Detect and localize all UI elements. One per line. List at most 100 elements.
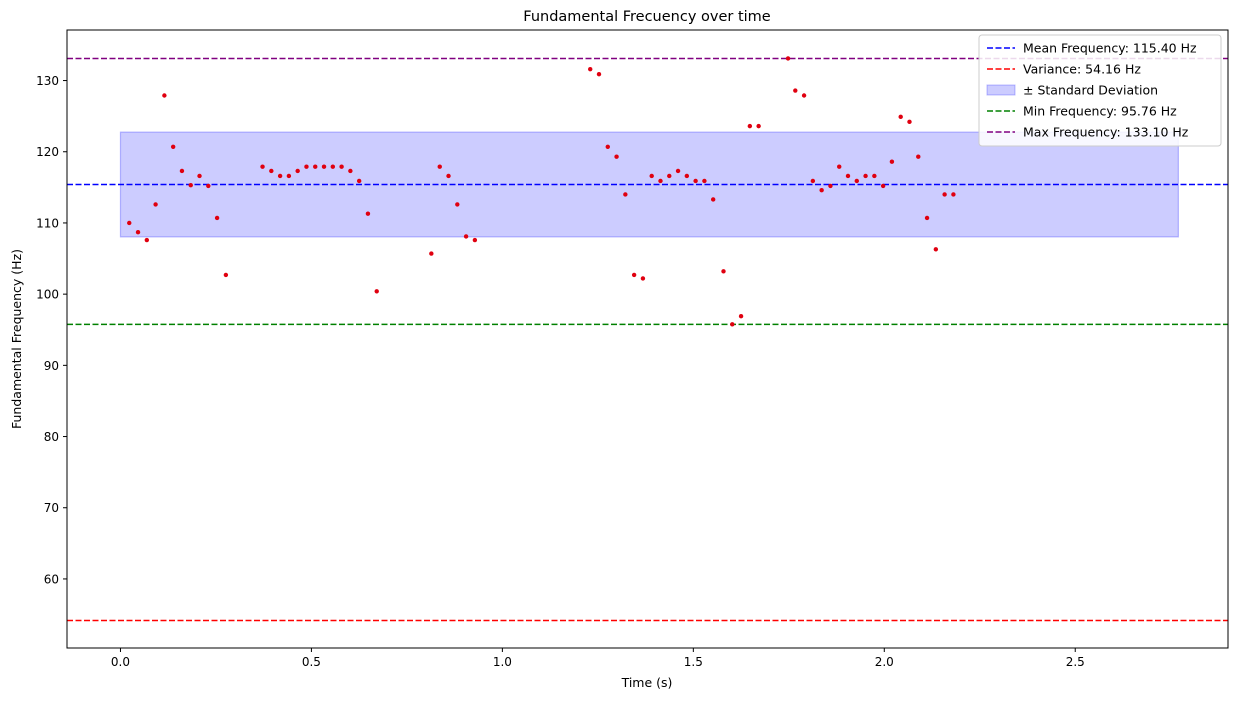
data-point-22: [348, 168, 353, 174]
data-point-41: [667, 173, 672, 179]
data-point-13: [269, 168, 274, 174]
legend-label-3: Min Frequency: 95.76 Hz: [1023, 104, 1177, 119]
data-point-42: [675, 168, 681, 174]
data-point-5: [170, 144, 176, 149]
y-tick-label-5: 110: [36, 216, 59, 230]
legend-label-1: Variance: 54.16 Hz: [1023, 62, 1141, 77]
x-tick-label-3: 1.5: [684, 655, 703, 669]
y-tick-label-1: 70: [44, 501, 59, 515]
data-point-15: [286, 173, 292, 179]
data-point-29: [455, 202, 460, 207]
data-point-53: [793, 88, 798, 93]
data-point-60: [854, 178, 859, 184]
data-point-28: [446, 173, 451, 179]
data-point-8: [197, 173, 202, 179]
data-point-67: [916, 154, 921, 159]
data-point-1: [135, 230, 141, 235]
data-point-40: [658, 178, 663, 184]
legend-label-2: ± Standard Deviation: [1023, 83, 1158, 98]
data-point-16: [295, 168, 300, 174]
data-point-26: [429, 251, 434, 256]
data-point-32: [588, 66, 593, 72]
y-tick-label-3: 90: [44, 359, 59, 373]
data-point-3: [153, 202, 158, 207]
data-point-52: [785, 56, 791, 61]
legend-label-0: Mean Frequency: 115.40 Hz: [1023, 41, 1197, 56]
x-axis-label: Time (s): [621, 675, 673, 690]
x-tick-label-0: 0.0: [111, 655, 130, 669]
data-point-34: [605, 144, 610, 149]
data-point-50: [747, 123, 753, 129]
data-point-2: [144, 237, 150, 243]
y-tick-label-2: 80: [44, 430, 59, 444]
data-point-0: [127, 220, 132, 226]
data-point-23: [356, 178, 362, 184]
data-point-57: [828, 183, 833, 189]
data-point-51: [756, 123, 761, 129]
data-point-33: [596, 71, 602, 77]
data-point-12: [260, 164, 265, 169]
data-point-66: [907, 119, 912, 125]
data-point-35: [614, 154, 619, 159]
data-point-48: [730, 322, 735, 327]
data-point-69: [933, 247, 939, 252]
data-point-19: [321, 164, 327, 169]
data-point-64: [889, 159, 895, 164]
data-point-71: [951, 192, 956, 197]
data-point-68: [924, 215, 930, 221]
data-point-9: [206, 183, 211, 189]
data-point-37: [631, 272, 637, 278]
data-point-44: [693, 178, 698, 184]
data-point-47: [721, 269, 726, 274]
data-point-21: [339, 164, 344, 169]
data-point-43: [684, 173, 690, 179]
y-tick-label-4: 100: [36, 288, 59, 302]
data-point-62: [872, 173, 877, 179]
data-point-46: [710, 197, 716, 202]
x-tick-label-1: 0.5: [302, 655, 321, 669]
data-point-63: [880, 183, 886, 189]
plot-area: [67, 56, 1228, 622]
data-point-10: [214, 215, 220, 221]
y-tick-label-0: 60: [44, 572, 59, 586]
data-point-20: [330, 164, 336, 169]
data-point-39: [649, 173, 654, 179]
data-point-38: [640, 276, 646, 281]
x-tick-label-5: 2.5: [1066, 655, 1085, 669]
data-point-14: [277, 173, 283, 179]
data-point-24: [365, 211, 371, 216]
data-point-58: [837, 164, 842, 169]
legend-box: [978, 34, 1222, 147]
data-point-54: [801, 93, 807, 98]
data-point-6: [179, 168, 185, 174]
data-point-27: [437, 164, 442, 169]
legend-label-4: Max Frequency: 133.10 Hz: [1023, 125, 1189, 140]
data-point-17: [304, 164, 309, 169]
data-point-31: [472, 237, 478, 243]
data-point-25: [374, 289, 379, 294]
data-point-61: [863, 173, 868, 179]
data-point-7: [188, 183, 193, 188]
data-point-18: [313, 164, 318, 169]
x-tick-label-2: 1.0: [493, 655, 512, 669]
axes: 0.0 0.5 1.0 1.5 2.0 2.5 60 70 80 90 100 110 120 130: [36, 29, 1229, 669]
data-point-70: [942, 192, 947, 197]
legend: Mean Frequency: 115.40 Hz Variance: 54.16…: [978, 34, 1222, 147]
chart-title: Fundamental Frecuency over time: [523, 9, 771, 25]
data-point-4: [162, 93, 167, 98]
x-tick-label-4: 2.0: [875, 655, 894, 669]
data-point-45: [702, 178, 707, 184]
data-point-59: [845, 173, 851, 179]
data-point-36: [623, 192, 628, 197]
data-point-56: [819, 187, 824, 193]
data-point-49: [738, 314, 744, 319]
y-tick-label-7: 130: [36, 74, 59, 88]
y-axis-label: Fundamental Frequency (Hz): [9, 249, 24, 429]
data-point-65: [898, 114, 903, 120]
legend-swatch-2: [986, 84, 1016, 96]
axes-frame: [66, 29, 1229, 649]
data-point-55: [810, 178, 816, 184]
data-point-30: [463, 234, 469, 239]
